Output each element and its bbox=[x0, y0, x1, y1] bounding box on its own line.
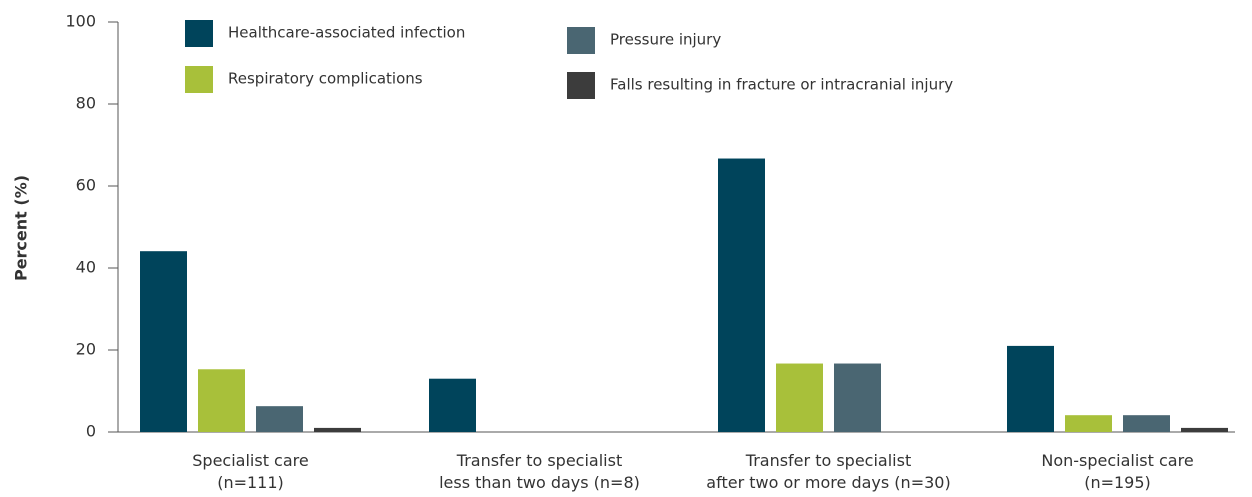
bar bbox=[718, 158, 765, 432]
y-tick-label: 0 bbox=[86, 422, 96, 441]
bar bbox=[429, 378, 476, 432]
bar bbox=[1181, 427, 1228, 432]
y-tick-label: 40 bbox=[76, 258, 96, 277]
legend-swatch bbox=[185, 20, 213, 47]
bar bbox=[1065, 415, 1112, 432]
bar bbox=[314, 427, 361, 432]
legend-swatch bbox=[567, 72, 595, 99]
y-tick-label: 20 bbox=[76, 340, 96, 359]
legend-swatch bbox=[185, 66, 213, 93]
bar bbox=[1007, 345, 1054, 432]
y-tick-label: 60 bbox=[76, 176, 96, 195]
x-tick-label: Transfer to specialist less than two day… bbox=[439, 451, 640, 492]
y-tick-label: 100 bbox=[65, 12, 96, 31]
x-tick-label: Specialist care (n=111) bbox=[192, 451, 309, 492]
legend-label: Falls resulting in fracture or intracran… bbox=[610, 76, 953, 94]
bar bbox=[140, 251, 187, 432]
bar bbox=[1123, 415, 1170, 432]
bar bbox=[834, 363, 881, 432]
legend-label: Respiratory complications bbox=[228, 70, 423, 88]
bar bbox=[198, 369, 245, 432]
legend-label: Pressure injury bbox=[610, 31, 721, 49]
bar bbox=[776, 363, 823, 432]
legend-label: Healthcare-associated infection bbox=[228, 24, 465, 42]
x-tick-label: Non-specialist care (n=195) bbox=[1041, 451, 1194, 492]
y-tick-label: 80 bbox=[76, 94, 96, 113]
x-tick-label: Transfer to specialist after two or more… bbox=[706, 451, 951, 492]
bar bbox=[256, 406, 303, 432]
y-axis-label: Percent (%) bbox=[12, 175, 31, 281]
legend-swatch bbox=[567, 27, 595, 54]
